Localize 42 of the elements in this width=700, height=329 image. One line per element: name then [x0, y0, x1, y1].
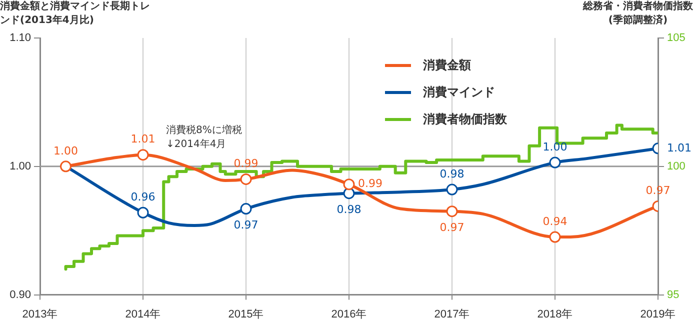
y2-tick-label: 105 [667, 32, 686, 44]
x-tick-label: 2018年 [537, 308, 573, 320]
point [549, 156, 561, 168]
point [240, 173, 252, 185]
point [446, 184, 458, 196]
data-label: 0.98 [440, 167, 464, 180]
y2-tick-label: 100 [667, 160, 686, 172]
data-label: 0.96 [130, 190, 156, 204]
legend-label: 消費マインド [423, 84, 495, 101]
x-tick-label: 2019年 [640, 308, 676, 320]
annotation: 消費税8%に増税 ↓2014年4月 [166, 124, 243, 152]
data-label: 0.97 [440, 221, 464, 234]
y-tick-label: 1.10 [10, 32, 31, 44]
data-label: 0.97 [646, 184, 670, 198]
data-label: 0.98 [336, 203, 362, 216]
point [446, 206, 458, 218]
data-label: 0.99 [358, 177, 382, 190]
y-axis-title: 消費金額と消費マインド長期トレンド(2013年4月比) [0, 0, 150, 28]
x-tick-label: 2017年 [434, 308, 470, 320]
legend-label: 消費者物価指数 [423, 111, 507, 128]
x-tick-label: 2016年 [331, 308, 367, 320]
y-tick-label: 0.90 [10, 288, 31, 301]
data-label: 0.99 [234, 157, 258, 170]
point [343, 178, 355, 190]
x-tick-label: 2013年 [22, 308, 58, 320]
data-label: 1.00 [542, 140, 568, 154]
data-label: 0.97 [234, 218, 258, 232]
x-tick-label: 2014年 [125, 308, 161, 320]
data-label: 0.94 [542, 214, 568, 228]
point [137, 149, 149, 161]
x-tick-label: 2015年 [228, 308, 264, 320]
data-label: 1.00 [54, 144, 78, 158]
point [60, 160, 72, 172]
point [549, 231, 561, 243]
y-tick-label: 1.00 [10, 160, 31, 172]
y2-tick-label: 95 [667, 288, 680, 301]
point [240, 203, 252, 215]
data-label: 1.01 [667, 141, 692, 154]
y2-axis-title: 総務省・消費者物価指数(季節調整済) [582, 0, 694, 28]
legend-label: 消費金額 [423, 57, 471, 74]
data-label: 1.01 [130, 132, 156, 146]
point [137, 206, 149, 218]
